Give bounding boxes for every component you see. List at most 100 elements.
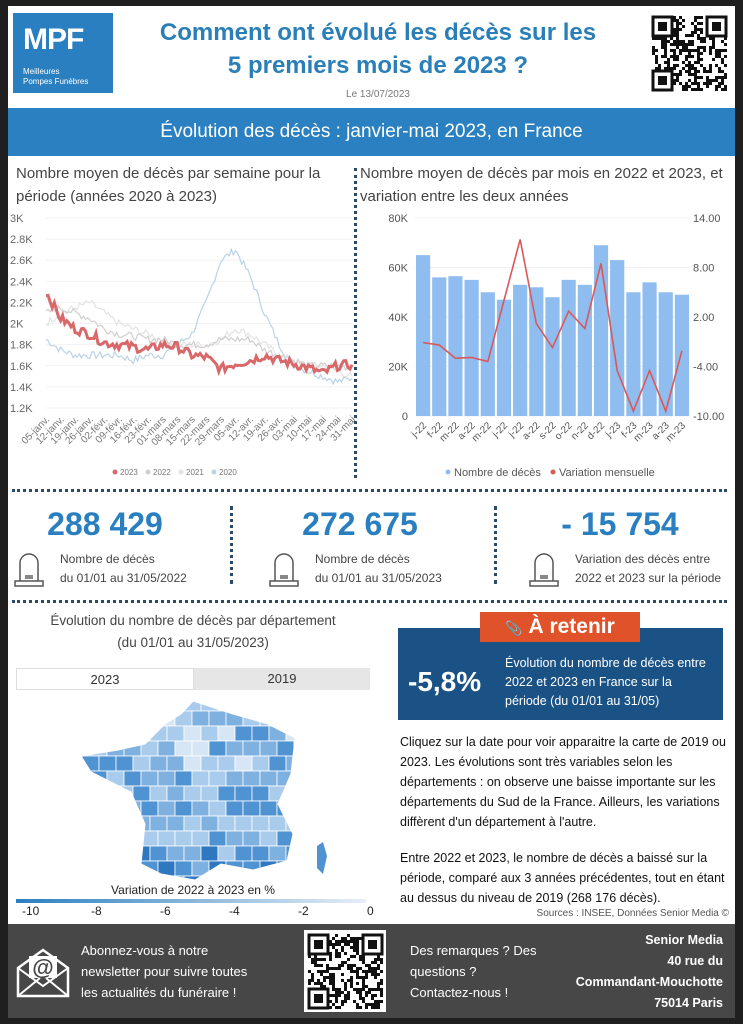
department (285, 701, 295, 712)
bar (674, 294, 689, 416)
qr-finder-center (368, 940, 377, 949)
qr-module (314, 964, 317, 967)
department (259, 830, 278, 847)
department (132, 755, 151, 772)
qr-module (724, 64, 727, 67)
qr-module (341, 1003, 344, 1006)
qr-module (658, 37, 661, 40)
qr-module (380, 988, 383, 991)
qr-module (685, 55, 688, 58)
qr-module (362, 958, 365, 961)
qr-module (688, 61, 691, 64)
qr-module (700, 28, 703, 31)
qr-module (341, 949, 344, 952)
qr-module (679, 70, 682, 73)
qr-module (664, 46, 667, 49)
divider (354, 168, 357, 478)
legend-tick: -10 (22, 904, 40, 918)
qr-module (353, 946, 356, 949)
qr-module (676, 19, 679, 22)
qr-module (338, 964, 341, 967)
france-department-map[interactable] (73, 696, 333, 886)
qr-module (317, 958, 320, 961)
qr-module (724, 76, 727, 79)
qr-module (691, 43, 694, 46)
legend-label: 2023 (120, 468, 138, 477)
series-line-2020 (45, 247, 353, 386)
footer: @ Abonnez-vous à notre newsletter pour su… (8, 924, 735, 1018)
qr-module (688, 52, 691, 55)
qr-module (724, 37, 727, 40)
newsletter-envelope-icon[interactable]: @ (15, 946, 71, 998)
qr-module (359, 997, 362, 1000)
qr-module (332, 1003, 335, 1006)
qr-code-icon[interactable] (648, 12, 730, 94)
department (242, 770, 261, 787)
qr-module (715, 49, 718, 52)
legend-marker (550, 469, 556, 475)
qr-module (709, 79, 712, 82)
department (225, 860, 244, 877)
qr-module (332, 982, 335, 985)
qr-module (709, 64, 712, 67)
qr-module (359, 994, 362, 997)
qr-module (371, 988, 374, 991)
newsletter-text[interactable]: Abonnez-vous à notre newsletter pour suiv… (81, 943, 248, 1000)
department (149, 785, 168, 802)
department (225, 800, 244, 817)
department (81, 701, 100, 712)
qr-module (664, 67, 667, 70)
department (293, 800, 295, 817)
qr-module (664, 37, 667, 40)
mpf-logo[interactable]: MPF Meilleures Pompes Funèbres (13, 13, 113, 93)
department (166, 785, 185, 802)
department (183, 701, 202, 712)
qr-module (365, 991, 368, 994)
contact-qr-code-icon[interactable] (304, 930, 386, 1012)
qr-module (679, 82, 682, 85)
y-tick-label: 1.4K (10, 382, 33, 394)
qr-module (353, 949, 356, 952)
tombstone-icon (14, 553, 44, 587)
qr-module (679, 52, 682, 55)
map-title: Évolution du nombre de décès par départe… (50, 613, 336, 650)
department (259, 770, 278, 787)
qr-module (347, 964, 350, 967)
legend-marker (145, 469, 151, 475)
qr-module (700, 46, 703, 49)
divider (12, 489, 727, 492)
contact-text[interactable]: Des remarques ? Des questions ? Contactez-… (410, 943, 537, 1000)
tab-2019[interactable]: 2019 (194, 668, 370, 690)
tab-2023[interactable]: 2023 (16, 668, 194, 690)
department (81, 800, 91, 817)
qr-module (380, 991, 383, 994)
qr-module (721, 70, 724, 73)
qr-module (350, 964, 353, 967)
bar (610, 260, 625, 416)
publish-date: Le 13/07/2023 (346, 89, 410, 100)
qr-module (724, 55, 727, 58)
qr-module (356, 949, 359, 952)
qr-module (359, 988, 362, 991)
qr-finder-center (314, 994, 323, 1003)
qr-module (341, 961, 344, 964)
qr-module (350, 985, 353, 988)
qr-module (374, 967, 377, 970)
qr-module (718, 85, 721, 88)
department (81, 815, 100, 832)
logo-sub: Pompes Funèbres (23, 77, 89, 86)
department (174, 770, 193, 787)
qr-module (332, 988, 335, 991)
department (191, 710, 210, 727)
department (89, 830, 108, 847)
qr-module (356, 940, 359, 943)
qr-module (691, 49, 694, 52)
qr-module (679, 16, 682, 19)
department (157, 710, 176, 727)
divider (230, 506, 233, 584)
qr-module (715, 88, 718, 91)
qr-module (329, 940, 332, 943)
department (293, 740, 295, 757)
department (81, 725, 100, 742)
qr-module (377, 1006, 380, 1009)
